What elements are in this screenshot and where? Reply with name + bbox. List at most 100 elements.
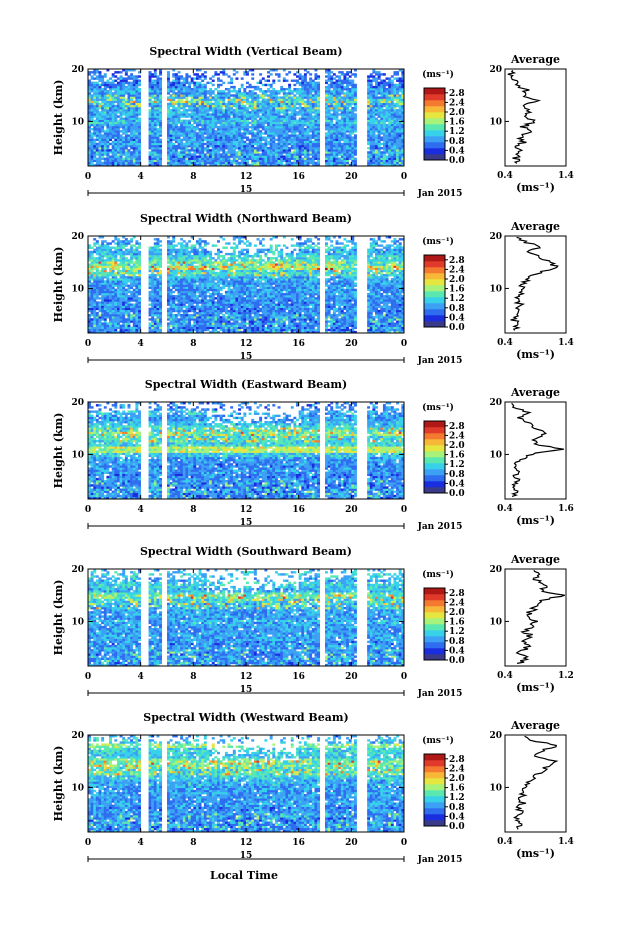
- heatmap-cell: [99, 320, 102, 322]
- heatmap-cell: [275, 101, 278, 103]
- heatmap-cell: [396, 77, 399, 79]
- heatmap-cell: [388, 124, 391, 126]
- heatmap-cell: [191, 90, 194, 92]
- heatmap-cell: [180, 92, 183, 94]
- heatmap-cell: [180, 126, 183, 128]
- heatmap-cell: [125, 329, 128, 331]
- heatmap-cell: [278, 75, 281, 77]
- heatmap-cell: [254, 107, 257, 109]
- heatmap-cell: [172, 101, 175, 103]
- heatmap-cell: [386, 103, 389, 105]
- heatmap-cell: [122, 278, 125, 280]
- heatmap-cell: [183, 139, 186, 141]
- heatmap-cell: [91, 71, 94, 73]
- heatmap-cell: [196, 105, 199, 107]
- heatmap-cell: [380, 139, 383, 141]
- heatmap-cell: [372, 122, 375, 124]
- heatmap-cell: [125, 115, 128, 117]
- heatmap-cell: [328, 115, 331, 117]
- heatmap-cell: [183, 124, 186, 126]
- heatmap-cell: [167, 103, 170, 105]
- heatmap-cell: [93, 308, 96, 310]
- heatmap-cell: [317, 90, 320, 92]
- heatmap-cell: [288, 153, 291, 155]
- heatmap-cell: [117, 285, 120, 287]
- heatmap-cell: [333, 130, 336, 132]
- heatmap-cell: [104, 122, 107, 124]
- heatmap-cell: [170, 124, 173, 126]
- heatmap-cell: [201, 153, 204, 155]
- heatmap-cell: [185, 80, 188, 82]
- heatmap-cell: [338, 134, 341, 136]
- heatmap-cell: [180, 96, 183, 98]
- heatmap-cell: [212, 124, 215, 126]
- heatmap-cell: [341, 71, 344, 73]
- heatmap-cell: [214, 88, 217, 90]
- heatmap-cell: [133, 126, 136, 128]
- heatmap-cell: [178, 77, 181, 79]
- heatmap-cell: [393, 143, 396, 145]
- heatmap-cell: [317, 139, 320, 141]
- heatmap-cell: [317, 130, 320, 132]
- heatmap-cell: [133, 122, 136, 124]
- heatmap-cell: [396, 90, 399, 92]
- heatmap-cell: [378, 115, 381, 117]
- heatmap-cell: [122, 329, 125, 331]
- heatmap-cell: [99, 92, 102, 94]
- heatmap-cell: [91, 145, 94, 147]
- heatmap-cell: [307, 82, 310, 84]
- heatmap-cell: [393, 77, 396, 79]
- heatmap-cell: [225, 96, 228, 98]
- heatmap-cell: [267, 143, 270, 145]
- heatmap-cell: [349, 99, 352, 101]
- heatmap-cell: [199, 92, 202, 94]
- heatmap-cell: [267, 162, 270, 164]
- heatmap-cell: [122, 270, 125, 272]
- heatmap-cell: [217, 162, 220, 164]
- heatmap-cell: [128, 84, 131, 86]
- heatmap-cell: [193, 132, 196, 134]
- heatmap-cell: [175, 130, 178, 132]
- heatmap-cell: [117, 238, 120, 240]
- heatmap-cell: [154, 113, 157, 115]
- heatmap-cell: [393, 109, 396, 111]
- heatmap-cell: [91, 124, 94, 126]
- heatmap-cell: [156, 92, 159, 94]
- heatmap-cell: [330, 153, 333, 155]
- heatmap-cell: [325, 153, 328, 155]
- heatmap-cell: [235, 160, 238, 162]
- heatmap-cell: [91, 94, 94, 96]
- heatmap-cell: [354, 145, 357, 147]
- heatmap-cell: [204, 111, 207, 113]
- heatmap-cell: [199, 103, 202, 105]
- heatmap-cell: [328, 162, 331, 164]
- heatmap-cell: [267, 130, 270, 132]
- heatmap-cell: [336, 145, 339, 147]
- heatmap-cell: [91, 251, 94, 253]
- heatmap-cell: [317, 128, 320, 130]
- heatmap-cell: [230, 162, 233, 164]
- heatmap-cell: [135, 105, 138, 107]
- heatmap-cell: [188, 132, 191, 134]
- heatmap-cell: [125, 118, 128, 120]
- heatmap-cell: [117, 308, 120, 310]
- heatmap-cell: [333, 118, 336, 120]
- heatmap-cell: [393, 115, 396, 117]
- heatmap-cell: [343, 115, 346, 117]
- heatmap-cell: [349, 147, 352, 149]
- heatmap-cell: [309, 107, 312, 109]
- heatmap-cell: [235, 141, 238, 143]
- heatmap-cell: [228, 143, 231, 145]
- heatmap-cell: [114, 158, 117, 160]
- heatmap-cell: [254, 94, 257, 96]
- heatmap-cell: [128, 111, 131, 113]
- heatmap-cell: [159, 71, 162, 73]
- heatmap-cell: [117, 107, 120, 109]
- heatmap-cell: [109, 88, 112, 90]
- heatmap-cell: [254, 105, 257, 107]
- heatmap-cell: [114, 278, 117, 280]
- heatmap-cell: [233, 151, 236, 153]
- heatmap-cell: [346, 99, 349, 101]
- heatmap-cell: [191, 147, 194, 149]
- heatmap-cell: [122, 253, 125, 255]
